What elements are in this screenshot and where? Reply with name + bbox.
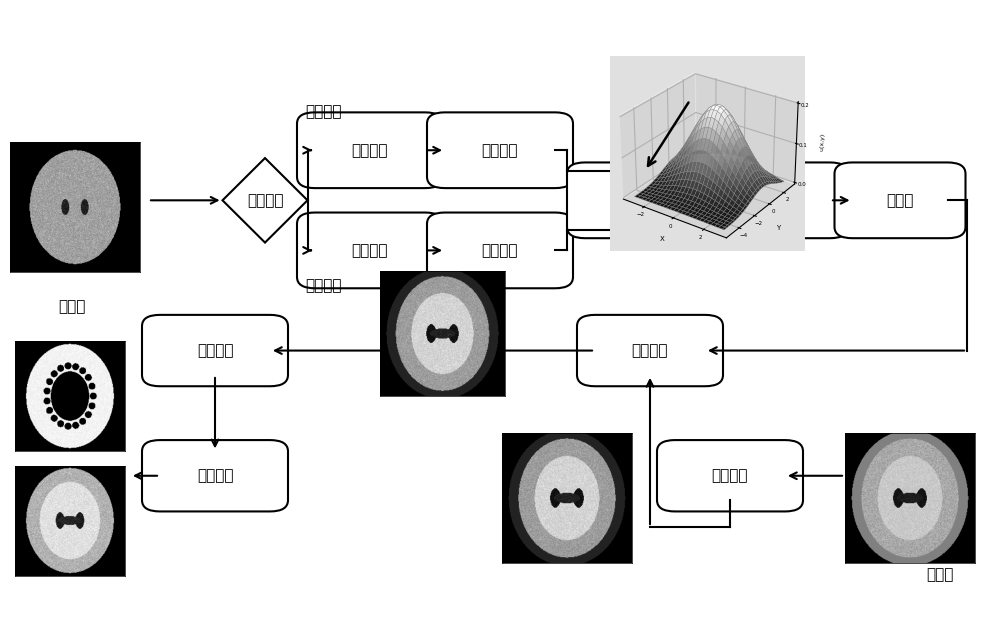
FancyBboxPatch shape xyxy=(657,440,803,511)
Text: 时间校正: 时间校正 xyxy=(482,243,518,258)
FancyBboxPatch shape xyxy=(142,440,288,511)
Text: 头动校正: 头动校正 xyxy=(352,243,388,258)
Text: 时域滤波: 时域滤波 xyxy=(757,193,793,208)
FancyBboxPatch shape xyxy=(427,213,573,288)
Text: 空间配准: 空间配准 xyxy=(632,343,668,358)
FancyBboxPatch shape xyxy=(834,162,966,238)
FancyBboxPatch shape xyxy=(297,113,443,188)
Text: 头动校正: 头动校正 xyxy=(482,143,518,158)
Text: 顺序扫描: 顺序扫描 xyxy=(305,279,342,294)
Text: 功能像: 功能像 xyxy=(58,299,86,314)
FancyBboxPatch shape xyxy=(567,162,713,238)
Text: 结构像: 结构像 xyxy=(926,567,954,582)
Text: 头颅分割: 头颅分割 xyxy=(712,468,748,483)
Polygon shape xyxy=(222,158,308,242)
FancyBboxPatch shape xyxy=(142,315,288,386)
FancyBboxPatch shape xyxy=(427,113,573,188)
FancyBboxPatch shape xyxy=(577,315,723,386)
Text: 时间校正: 时间校正 xyxy=(352,143,388,158)
Text: 去线性: 去线性 xyxy=(886,193,914,208)
FancyBboxPatch shape xyxy=(297,213,443,288)
FancyBboxPatch shape xyxy=(702,162,848,238)
Text: 采集顺序: 采集顺序 xyxy=(247,193,283,208)
Text: 图像分割: 图像分割 xyxy=(197,468,233,483)
Text: 隔层扫描: 隔层扫描 xyxy=(305,104,342,119)
Text: 冗余去除: 冗余去除 xyxy=(197,343,233,358)
Text: 空间平滑: 空间平滑 xyxy=(622,193,658,208)
